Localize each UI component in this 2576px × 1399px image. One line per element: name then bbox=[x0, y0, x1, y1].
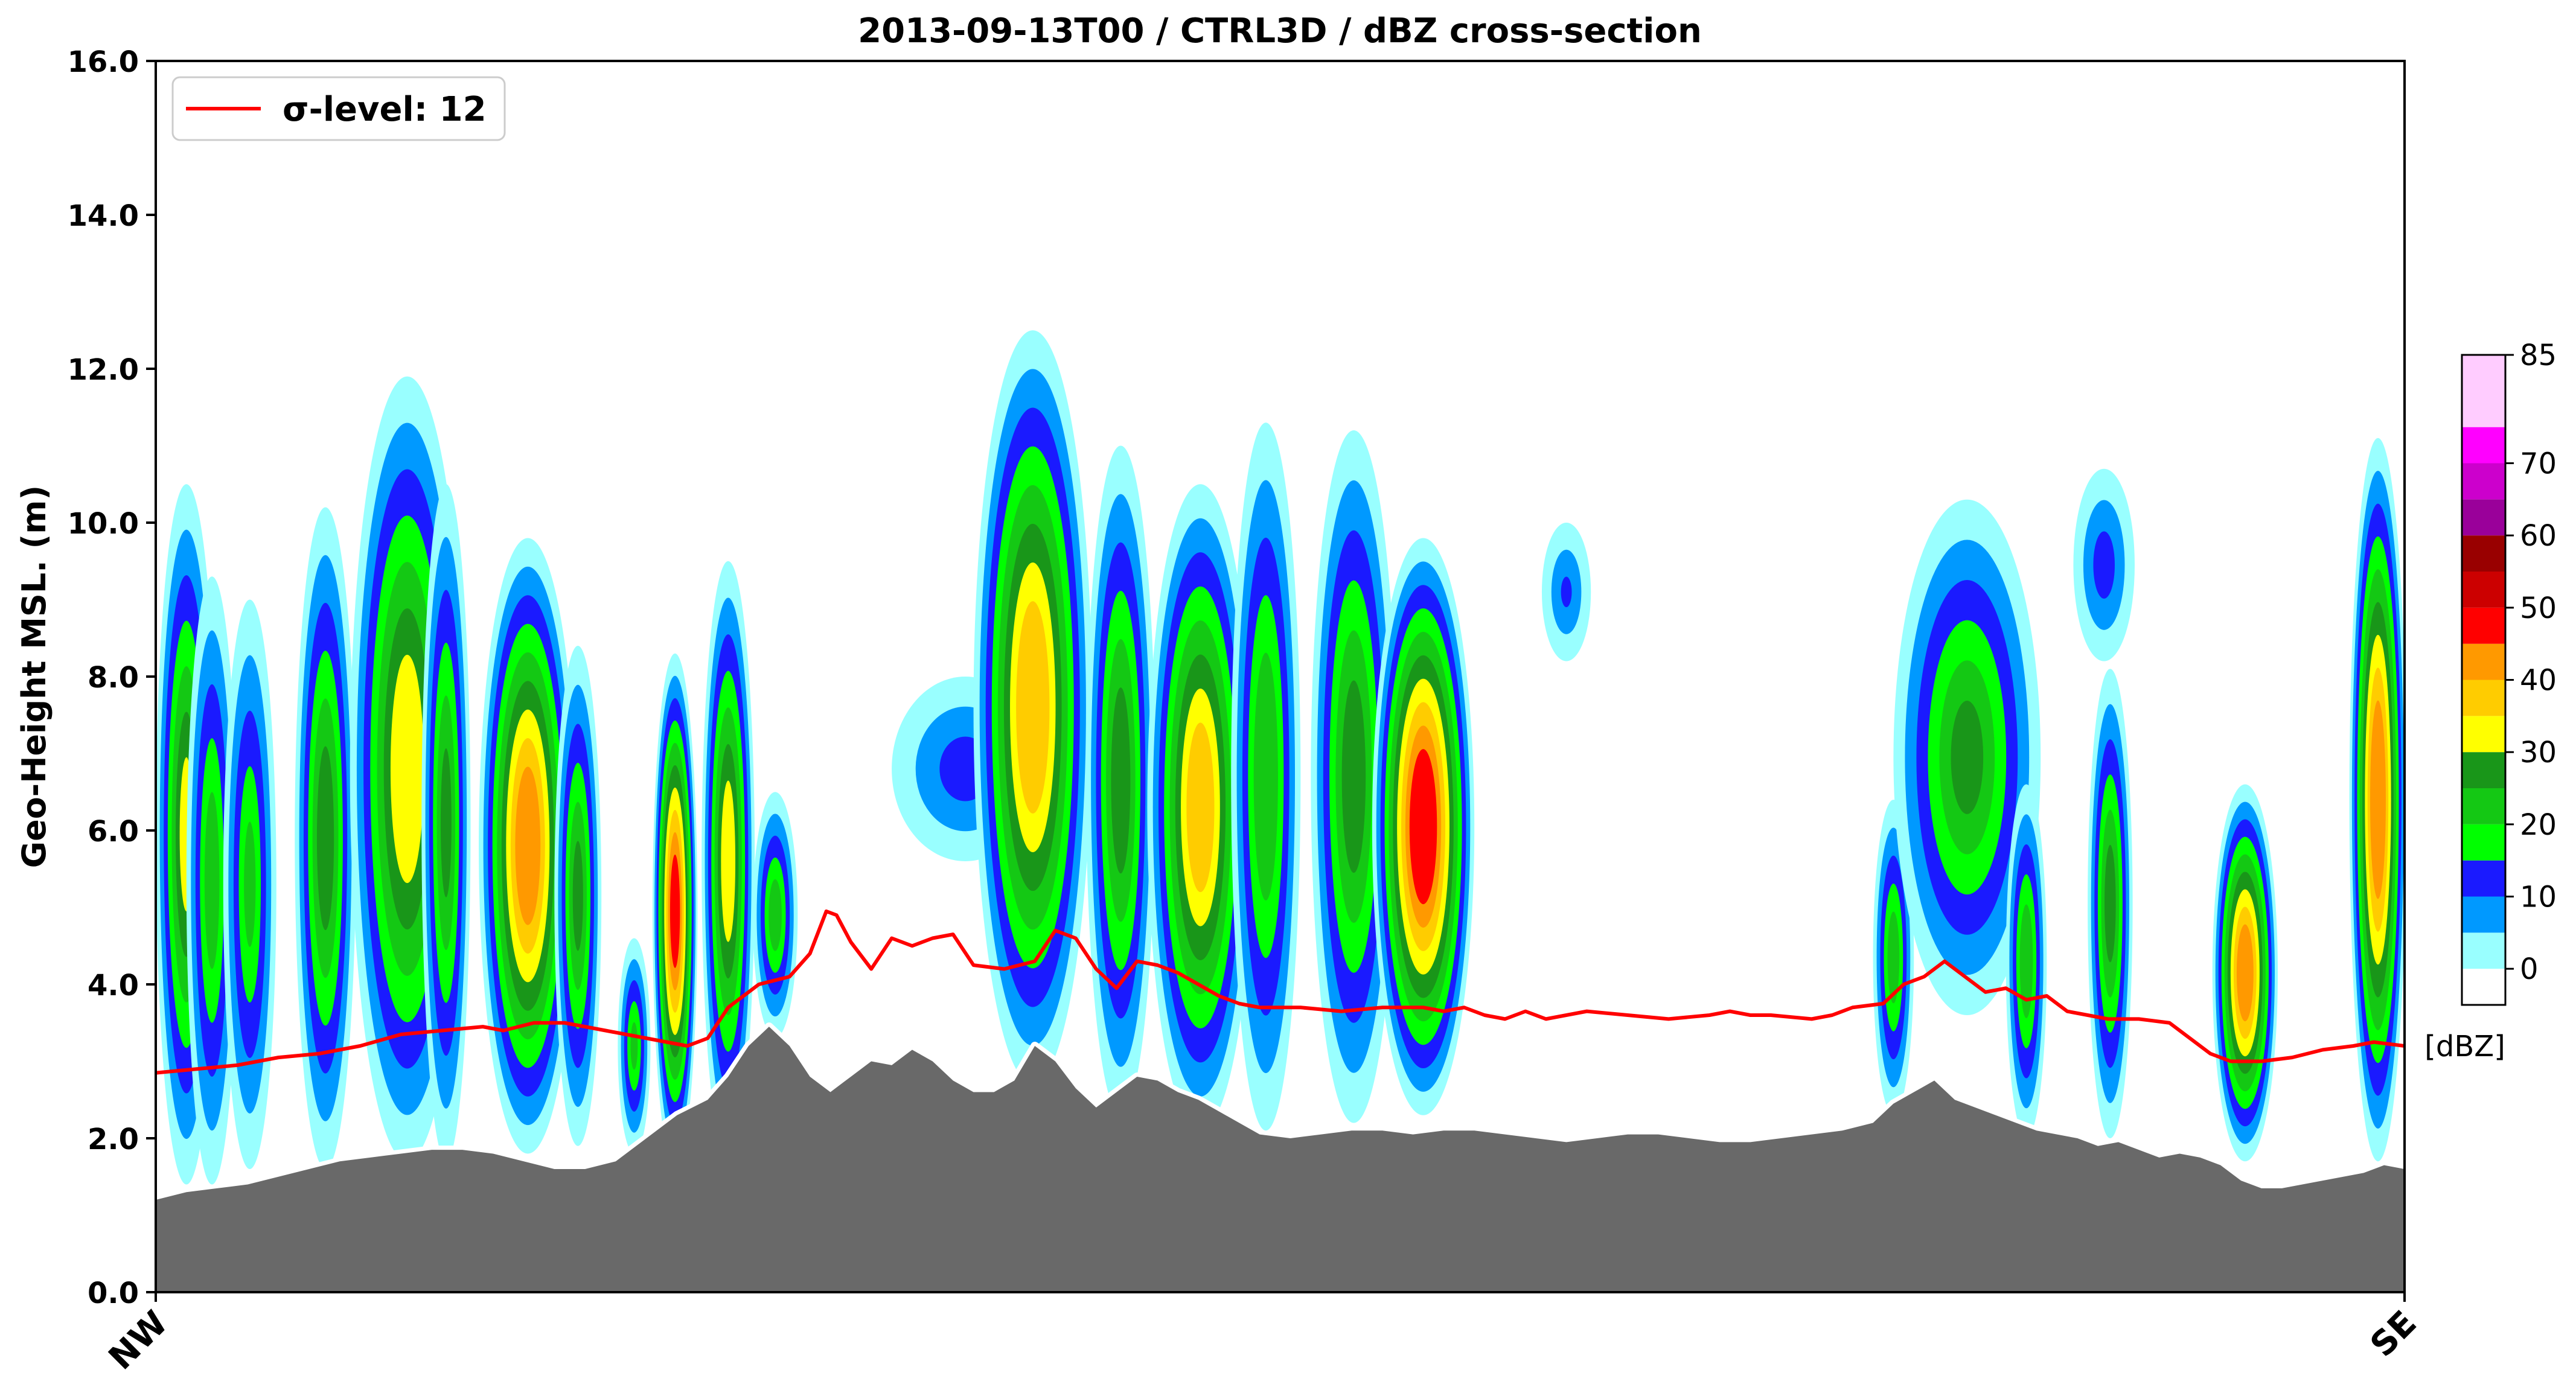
reflectivity-cell bbox=[1893, 499, 2041, 1015]
colorbar-swatch bbox=[2462, 969, 2505, 1005]
colorbar-swatch bbox=[2462, 752, 2505, 788]
colorbar-swatch bbox=[2462, 788, 2505, 824]
reflectivity-contour bbox=[2236, 924, 2254, 1022]
y-tick-label: 6.0 bbox=[88, 815, 139, 849]
reflectivity-contour bbox=[440, 748, 452, 897]
reflectivity-contour bbox=[769, 879, 782, 951]
reflectivity-cell bbox=[186, 576, 238, 1185]
colorbar-tick-label: 60 bbox=[2520, 519, 2557, 553]
axes-layer: 0.0 2.0 4.0 6.0 8.0 10.0 12.0 14.0 16.0 bbox=[68, 45, 2406, 1310]
reflectivity-contour bbox=[1409, 749, 1437, 905]
y-tick-label: 0.0 bbox=[88, 1276, 139, 1310]
y-tick-label: 14.0 bbox=[68, 199, 139, 233]
colorbar-swatch bbox=[2462, 463, 2505, 500]
colorbar-tick-label: 70 bbox=[2520, 447, 2557, 481]
reflectivity-contour bbox=[721, 780, 736, 942]
y-tick-label: 8.0 bbox=[88, 661, 139, 695]
reflectivity-contour bbox=[515, 766, 541, 925]
reflectivity-cell bbox=[1372, 538, 1475, 1115]
reflectivity-contour bbox=[670, 854, 680, 968]
plot-layer bbox=[156, 330, 2405, 1292]
reflectivity-cell bbox=[554, 646, 602, 1146]
colorbar-swatch bbox=[2462, 427, 2505, 464]
reflectivity-contour bbox=[1186, 722, 1215, 893]
reflectivity-cell bbox=[752, 792, 798, 1039]
colorbar: 0 10 20 30 40 50 60 70 85 bbox=[2461, 339, 2557, 1006]
reflectivity-cell bbox=[2212, 784, 2278, 1162]
legend: σ-level: 12 bbox=[171, 76, 506, 141]
reflectivity-contour bbox=[1111, 687, 1131, 874]
reflectivity-cell bbox=[2349, 438, 2405, 1162]
reflectivity-cell bbox=[1147, 484, 1254, 1131]
reflectivity-contour bbox=[1561, 576, 1572, 607]
colorbar-swatch bbox=[2462, 607, 2505, 644]
y-tick-label: 4.0 bbox=[88, 969, 139, 1002]
colorbar-tick-label: 20 bbox=[2520, 808, 2557, 842]
colorbar-swatch bbox=[2462, 824, 2505, 861]
reflectivity-cell bbox=[479, 538, 577, 1154]
colorbar-swatch bbox=[2462, 643, 2505, 680]
y-tick-label: 2.0 bbox=[88, 1123, 139, 1156]
y-tick-label: 10.0 bbox=[68, 507, 139, 541]
legend-box bbox=[171, 76, 506, 141]
x-end-label-se: SE bbox=[2363, 1304, 2424, 1365]
reflectivity-cell bbox=[2073, 468, 2135, 661]
colorbar-swatch bbox=[2462, 896, 2505, 933]
colorbar-tick-label: 10 bbox=[2520, 881, 2557, 914]
reflectivity-contour bbox=[1341, 680, 1366, 873]
reflectivity-contour bbox=[1253, 652, 1278, 901]
reflectivity-cell bbox=[2088, 669, 2133, 1138]
colorbar-tick-label: 50 bbox=[2520, 591, 2557, 625]
terrain-fill bbox=[156, 1027, 2405, 1292]
reflectivity-contour bbox=[1887, 911, 1900, 1004]
reflectivity-contour bbox=[204, 792, 220, 969]
reflectivity-cell bbox=[1311, 430, 1397, 1123]
colorbar-swatch bbox=[2462, 572, 2505, 608]
colorbar-tick-label: 40 bbox=[2520, 664, 2557, 698]
reflectivity-contour bbox=[1951, 700, 1984, 814]
reflectivity-cell bbox=[295, 507, 356, 1169]
colorbar-swatch bbox=[2462, 932, 2505, 969]
reflectivity-contour bbox=[572, 841, 583, 951]
reflectivity-contour bbox=[2105, 844, 2116, 963]
colorbar-tick-label: 30 bbox=[2520, 736, 2557, 770]
legend-label: σ-level: 12 bbox=[283, 90, 487, 129]
colorbar-swatch bbox=[2462, 355, 2505, 427]
colorbar-swatch bbox=[2462, 680, 2505, 716]
colorbar-unit-label: [dBZ] bbox=[2424, 1030, 2505, 1063]
reflectivity-cell bbox=[618, 938, 651, 1154]
reflectivity-cell bbox=[973, 330, 1092, 1085]
colorbar-swatch bbox=[2462, 860, 2505, 897]
reflectivity-contour bbox=[390, 654, 424, 884]
y-tick-label: 16.0 bbox=[68, 45, 139, 79]
reflectivity-cell bbox=[421, 484, 471, 1162]
reflectivity-cell bbox=[1085, 445, 1155, 1115]
colorbar-swatch bbox=[2462, 716, 2505, 753]
x-end-label-nw: NW bbox=[101, 1304, 176, 1378]
reflectivity-contour bbox=[316, 746, 334, 931]
reflectivity-contour bbox=[2093, 531, 2115, 599]
y-axis-label: Geo-Height MSL. (m) bbox=[15, 485, 53, 868]
colorbar-tick-label: 0 bbox=[2520, 952, 2539, 986]
sigma-level-line bbox=[156, 909, 2405, 1075]
reflectivity-contour bbox=[244, 821, 256, 948]
colorbar-swatch bbox=[2462, 499, 2505, 536]
chart-title: 2013-09-13T00 / CTRL3D / dBZ cross-secti… bbox=[858, 11, 1702, 51]
colorbar-swatch bbox=[2462, 535, 2505, 572]
y-tick-label: 12.0 bbox=[68, 353, 139, 387]
reflectivity-cell bbox=[223, 599, 276, 1169]
reflectivity-cell bbox=[1231, 422, 1301, 1131]
reflectivity-contour bbox=[2019, 904, 2033, 1019]
reflectivity-cell bbox=[702, 561, 755, 1162]
reflectivity-contour bbox=[2370, 700, 2386, 899]
reflectivity-contour bbox=[1016, 601, 1050, 814]
colorbar-tick-label: 85 bbox=[2520, 339, 2557, 372]
reflectivity-cell bbox=[1541, 523, 1591, 661]
reflectivity-contour bbox=[630, 1022, 638, 1070]
reflectivity-cell bbox=[2006, 784, 2047, 1138]
reflectivity-cell bbox=[652, 653, 698, 1169]
